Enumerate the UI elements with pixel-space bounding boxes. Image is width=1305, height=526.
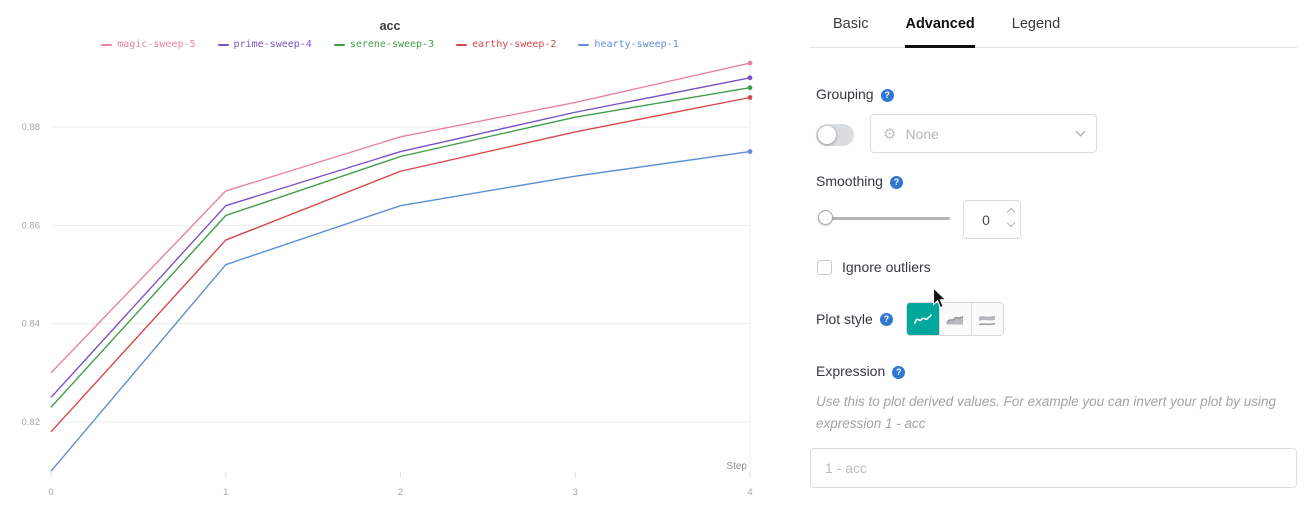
- grouping-label: Grouping: [816, 86, 874, 102]
- ignore-outliers-checkbox[interactable]: [817, 259, 832, 275]
- legend-label: hearty-sweep-1: [594, 39, 679, 50]
- stepper-down-icon[interactable]: [1006, 218, 1016, 228]
- stepper-up-icon[interactable]: [1006, 207, 1016, 217]
- plot-style-row: Plot style?: [816, 302, 1004, 336]
- series-endpoint-magic-sweep-5: [747, 60, 753, 66]
- grouping-toggle[interactable]: [816, 124, 854, 146]
- legend-item-serene-sweep-3[interactable]: serene-sweep-3: [333, 39, 435, 50]
- grouping-dropdown-value: None: [905, 125, 939, 142]
- smoothing-slider[interactable]: [818, 210, 950, 226]
- series-line-earthy-sweep-2: [50, 96, 751, 433]
- legend-item-earthy-sweep-2[interactable]: earthy-sweep-2: [456, 39, 556, 50]
- expression-input[interactable]: [810, 448, 1297, 488]
- gear-icon: ⚙: [883, 125, 897, 143]
- smoothing-label: Smoothing: [816, 173, 883, 189]
- legend-label: serene-sweep-3: [349, 39, 435, 50]
- area-plot-icon: [946, 315, 964, 325]
- grouping-toggle-knob: [818, 126, 836, 144]
- smoothing-slider-handle[interactable]: [818, 210, 833, 225]
- y-tick-label: 0.86: [22, 220, 41, 231]
- ignore-outliers-label: Ignore outliers: [842, 259, 931, 275]
- legend-item-magic-sweep-5[interactable]: magic-sweep-5: [101, 39, 196, 50]
- plot-style-buttons: [905, 302, 1004, 336]
- chart-legend: magic-sweep-5 prime-sweep-4 serene-sweep-3…: [0, 39, 780, 50]
- series-endpoint-serene-sweep-3: [747, 85, 753, 91]
- plot-style-help-icon[interactable]: ?: [879, 312, 893, 326]
- legend-item-hearty-sweep-1[interactable]: hearty-sweep-1: [578, 39, 679, 50]
- series-endpoint-prime-sweep-4: [747, 75, 753, 81]
- legend-color-dash: [578, 43, 590, 46]
- y-tick-label: 0.82: [22, 417, 41, 428]
- series-endpoint-earthy-sweep-2: [747, 95, 753, 100]
- expression-help-icon[interactable]: ?: [892, 366, 906, 379]
- legend-color-dash: [333, 43, 345, 46]
- x-axis-label: Step: [726, 461, 747, 472]
- expression-label: Expression: [816, 363, 886, 379]
- line-plot-icon: [914, 314, 932, 324]
- expression-help-text: Use this to plot derived values. For exa…: [816, 394, 1276, 431]
- series-line-hearty-sweep-1: [50, 150, 751, 472]
- grouping-help-icon[interactable]: ?: [880, 89, 894, 102]
- series-line-serene-sweep-3: [50, 86, 751, 408]
- x-tick-label: 3: [573, 487, 578, 498]
- x-tick-label: 2: [398, 487, 403, 498]
- expression-label-row: Expression?: [816, 363, 906, 381]
- plot-style-label: Plot style: [816, 311, 873, 327]
- smoothing-label-row: Smoothing?: [816, 173, 903, 191]
- stacked-area-plot-icon: [979, 315, 996, 326]
- chart-panel: acc magic-sweep-5 prime-sweep-4 serene-swe…: [0, 19, 780, 498]
- chart-title: acc: [379, 19, 401, 33]
- series-line-prime-sweep-4: [50, 77, 751, 398]
- plot-style-area-button[interactable]: [938, 303, 971, 335]
- legend-label: prime-sweep-4: [233, 39, 312, 50]
- smoothing-help-icon[interactable]: ?: [889, 176, 903, 189]
- legend-label: magic-sweep-5: [117, 39, 196, 50]
- y-tick-label: 0.84: [22, 319, 41, 330]
- line-chart: 0.82 0.84 0.86 0.88 0 1 2 3 4 Step: [22, 55, 753, 498]
- smoothing-steppers: [1006, 207, 1016, 228]
- grouping-dropdown[interactable]: ⚙ None: [870, 114, 1097, 153]
- grouping-label-row: Grouping?: [816, 86, 894, 104]
- y-tick-label: 0.88: [22, 122, 41, 133]
- mouse-cursor: [932, 287, 948, 309]
- series-line-magic-sweep-5: [50, 62, 751, 374]
- smoothing-input[interactable]: [964, 201, 1020, 238]
- legend-item-prime-sweep-4[interactable]: prime-sweep-4: [217, 39, 312, 50]
- smoothing-number-field: [963, 200, 1021, 239]
- tab-basic[interactable]: Basic: [833, 15, 869, 32]
- legend-label: earthy-sweep-2: [472, 39, 557, 50]
- legend-color-dash: [101, 43, 113, 46]
- tab-bar: Basic Advanced Legend: [810, 0, 1297, 48]
- legend-color-dash: [456, 43, 468, 46]
- tab-legend[interactable]: Legend: [1011, 15, 1061, 32]
- ignore-outliers-row: Ignore outliers: [817, 259, 931, 275]
- smoothing-slider-track[interactable]: [818, 217, 950, 220]
- tab-advanced[interactable]: Advanced: [905, 0, 976, 48]
- legend-color-dash: [217, 43, 229, 46]
- x-tick-label: 1: [223, 487, 228, 498]
- chart-settings-panel: Basic Advanced Legend Grouping? ⚙ None S…: [810, 0, 1297, 526]
- plot-style-line-button[interactable]: [906, 303, 939, 335]
- x-tick-label: 0: [48, 487, 53, 498]
- chevron-down-icon: [1075, 126, 1086, 137]
- x-tick-label: 4: [747, 487, 752, 498]
- series-endpoint-hearty-sweep-1: [747, 149, 753, 154]
- plot-style-stacked-area-button[interactable]: [970, 303, 1003, 335]
